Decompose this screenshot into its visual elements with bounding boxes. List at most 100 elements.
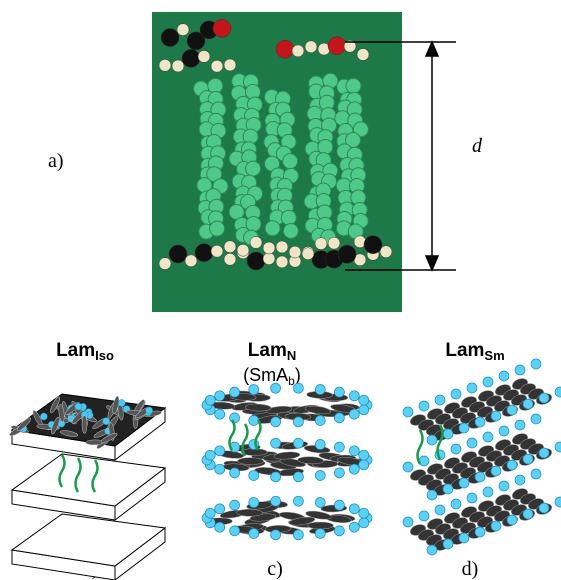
end-group xyxy=(523,399,533,409)
bead xyxy=(246,161,261,176)
end-group xyxy=(499,481,509,491)
end-group xyxy=(349,391,359,401)
end-group xyxy=(459,423,469,433)
end-group xyxy=(507,515,517,525)
end-group xyxy=(230,387,240,397)
end-group xyxy=(215,464,225,474)
end-group xyxy=(359,405,369,415)
atom xyxy=(305,41,317,53)
atom xyxy=(211,60,223,72)
atom xyxy=(224,241,236,253)
atom xyxy=(159,59,171,71)
end-group xyxy=(531,359,541,369)
figure: a) d LamIso LamN (SmAb) LamSm b) c) d) xyxy=(0,0,561,580)
end-group xyxy=(334,500,344,510)
end-group xyxy=(467,438,477,448)
end-group xyxy=(75,403,82,410)
end-group xyxy=(349,464,359,474)
end-group xyxy=(427,490,437,500)
end-group xyxy=(483,377,493,387)
end-group xyxy=(315,470,325,480)
end-group xyxy=(146,407,153,414)
end-group xyxy=(205,450,215,460)
dimension-label: d xyxy=(472,135,483,157)
end-group xyxy=(249,415,259,425)
atom xyxy=(328,237,340,249)
end-group xyxy=(271,438,281,448)
end-group xyxy=(249,470,259,480)
end-group xyxy=(403,407,413,417)
end-group xyxy=(230,526,240,536)
end-group xyxy=(315,528,325,538)
bead xyxy=(283,154,298,169)
end-group xyxy=(103,418,110,425)
end-group xyxy=(491,521,501,531)
phase-title: LamN xyxy=(248,340,296,363)
end-group xyxy=(271,496,281,506)
atom xyxy=(169,245,187,263)
schematics xyxy=(8,359,561,580)
end-group xyxy=(230,500,240,510)
end-group xyxy=(443,484,453,494)
atom xyxy=(213,19,231,37)
bead xyxy=(281,210,296,225)
end-group xyxy=(515,420,525,430)
atom xyxy=(380,246,392,258)
atom xyxy=(276,241,288,253)
atom xyxy=(185,255,197,267)
end-group xyxy=(427,545,437,555)
mesogen xyxy=(86,440,104,445)
atom xyxy=(263,253,275,265)
end-group xyxy=(523,509,533,519)
end-group xyxy=(359,450,369,460)
end-group xyxy=(315,440,325,450)
end-group xyxy=(531,414,541,424)
end-group xyxy=(507,405,517,415)
end-group xyxy=(334,387,344,397)
end-group xyxy=(249,498,259,508)
end-group xyxy=(459,533,469,543)
end-group xyxy=(205,395,215,405)
atom xyxy=(211,245,223,257)
atom xyxy=(224,253,236,265)
end-group xyxy=(334,413,344,423)
end-group xyxy=(443,429,453,439)
end-group xyxy=(249,385,259,395)
atom xyxy=(328,37,346,55)
end-group xyxy=(293,496,303,506)
mesogen xyxy=(82,415,87,433)
end-group xyxy=(451,389,461,399)
end-group xyxy=(359,518,369,528)
end-group xyxy=(475,527,485,537)
mesogen xyxy=(274,451,300,460)
end-group xyxy=(475,417,485,427)
end-group xyxy=(359,460,369,470)
end-group xyxy=(459,478,469,488)
atom xyxy=(338,245,356,263)
atom xyxy=(247,252,265,270)
atom xyxy=(250,236,262,248)
end-group xyxy=(249,528,259,538)
end-group xyxy=(315,415,325,425)
atom xyxy=(302,248,314,260)
end-group xyxy=(334,526,344,536)
end-group xyxy=(531,469,541,479)
end-group xyxy=(515,475,525,485)
atom xyxy=(198,50,210,62)
end-group xyxy=(507,460,517,470)
atom xyxy=(182,49,200,67)
end-group xyxy=(435,505,445,515)
end-group xyxy=(230,413,240,423)
end-group xyxy=(403,462,413,472)
mesogen xyxy=(307,522,333,529)
end-group xyxy=(293,417,303,427)
atom xyxy=(289,246,301,258)
end-group xyxy=(555,442,561,452)
end-group xyxy=(271,417,281,427)
end-group xyxy=(334,442,344,452)
end-group xyxy=(491,411,501,421)
atom xyxy=(224,59,236,71)
atom xyxy=(237,244,249,256)
end-group xyxy=(215,446,225,456)
end-group xyxy=(499,371,509,381)
